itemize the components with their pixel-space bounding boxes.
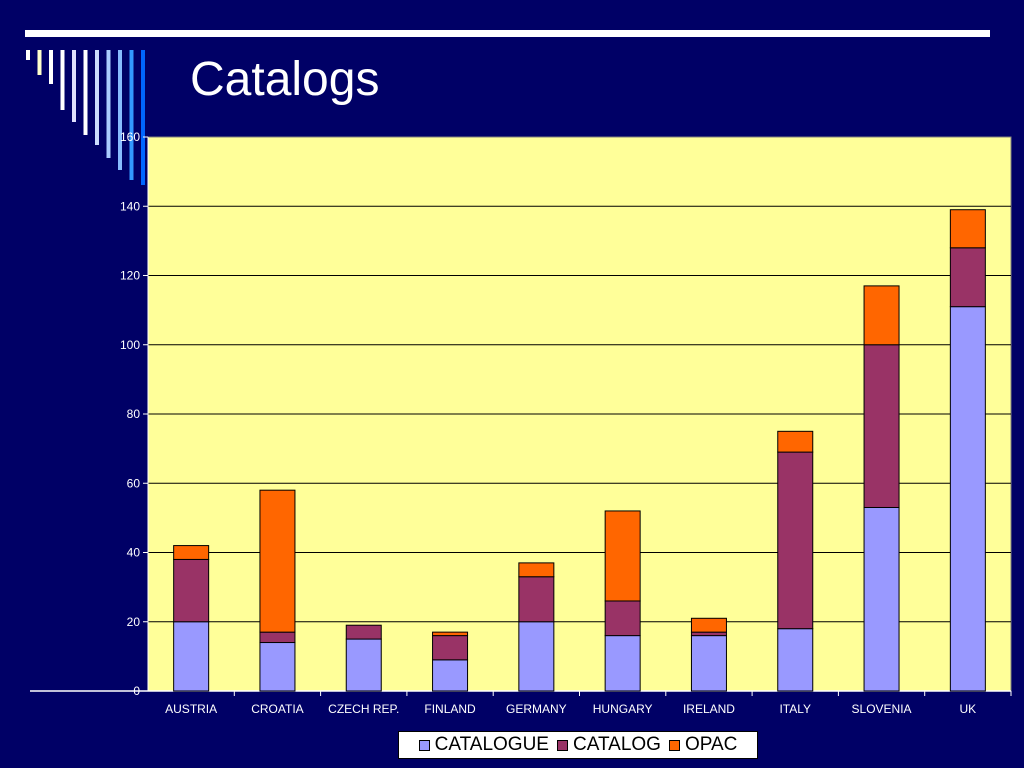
bar-segment <box>949 247 986 308</box>
bar-segment <box>949 209 986 249</box>
bar-segment <box>518 621 555 692</box>
bar-segment <box>259 631 296 644</box>
bar-segment <box>863 506 900 692</box>
x-tick-label: IRELAND <box>683 702 735 716</box>
y-tick-label: 80 <box>127 407 141 421</box>
deco-stripe <box>83 50 88 135</box>
bar-segment <box>863 285 900 346</box>
y-tick-label: 60 <box>127 476 141 490</box>
bar-segment <box>173 621 210 692</box>
deco-stripe <box>26 50 30 60</box>
bar-segment <box>604 510 641 602</box>
legend-swatch-opac <box>668 739 680 751</box>
legend-label-catalogue: CATALOGUE <box>434 734 549 755</box>
bar-segment <box>345 638 382 692</box>
y-tick-label: 140 <box>120 199 140 213</box>
deco-stripe <box>72 50 76 122</box>
x-tick-label: UK <box>960 702 977 716</box>
bar-segment <box>432 635 469 661</box>
deco-stripe <box>118 50 122 170</box>
bar-segment <box>518 576 555 623</box>
y-tick-label: 120 <box>120 269 140 283</box>
bar-segment <box>518 562 555 578</box>
x-tick-label: AUSTRIA <box>165 702 217 716</box>
y-tick-label: 40 <box>127 546 141 560</box>
x-tick-label: CROATIA <box>251 702 303 716</box>
legend-item-catalog: CATALOG <box>556 734 661 756</box>
x-tick-label: CZECH REP. <box>328 702 399 716</box>
deco-stripe <box>129 50 134 180</box>
bar-segment <box>173 558 210 623</box>
x-tick-label: GERMANY <box>506 702 567 716</box>
bar-segment <box>345 624 382 640</box>
deco-stripe <box>49 50 53 84</box>
deco-stripe <box>60 50 65 110</box>
bar-segment <box>604 635 641 692</box>
decorative-stripes <box>26 50 145 185</box>
bar-segment <box>259 642 296 692</box>
legend-item-opac: OPAC <box>668 734 738 756</box>
bar-segment <box>777 628 814 692</box>
bar-segment <box>777 451 814 630</box>
legend-label-catalog: CATALOG <box>572 734 661 755</box>
legend-swatch-catalog <box>556 739 568 751</box>
bar-segment <box>777 430 814 453</box>
bar-segment <box>690 631 727 637</box>
x-tick-label: HUNGARY <box>593 702 653 716</box>
deco-stripe <box>37 50 42 75</box>
bar-segment <box>259 489 296 633</box>
slide-title: Catalogs <box>190 53 380 106</box>
legend-label-opac: OPAC <box>684 734 738 755</box>
bar-segment <box>604 600 641 637</box>
bar-segment <box>949 306 986 692</box>
deco-stripe <box>95 50 99 145</box>
x-tick-label: FINLAND <box>424 702 476 716</box>
bar-segment <box>432 659 469 692</box>
legend-swatch-catalogue <box>418 739 430 751</box>
bar-segment <box>690 635 727 692</box>
x-tick-label: ITALY <box>779 702 811 716</box>
bar-segment <box>863 344 900 508</box>
y-tick-label: 160 <box>120 130 140 144</box>
deco-stripe <box>106 50 111 158</box>
bar-segment <box>173 545 210 560</box>
y-tick-label: 100 <box>120 338 140 352</box>
deco-stripe <box>141 50 145 185</box>
chart-legend: CATALOGUE CATALOG OPAC <box>398 731 758 759</box>
bar-segment <box>432 631 469 637</box>
bar-segment <box>690 617 727 633</box>
x-tick-label: SLOVENIA <box>852 702 912 716</box>
y-tick-label: 20 <box>127 615 141 629</box>
title-rule <box>25 30 990 37</box>
legend-item-catalogue: CATALOGUE <box>418 734 549 756</box>
